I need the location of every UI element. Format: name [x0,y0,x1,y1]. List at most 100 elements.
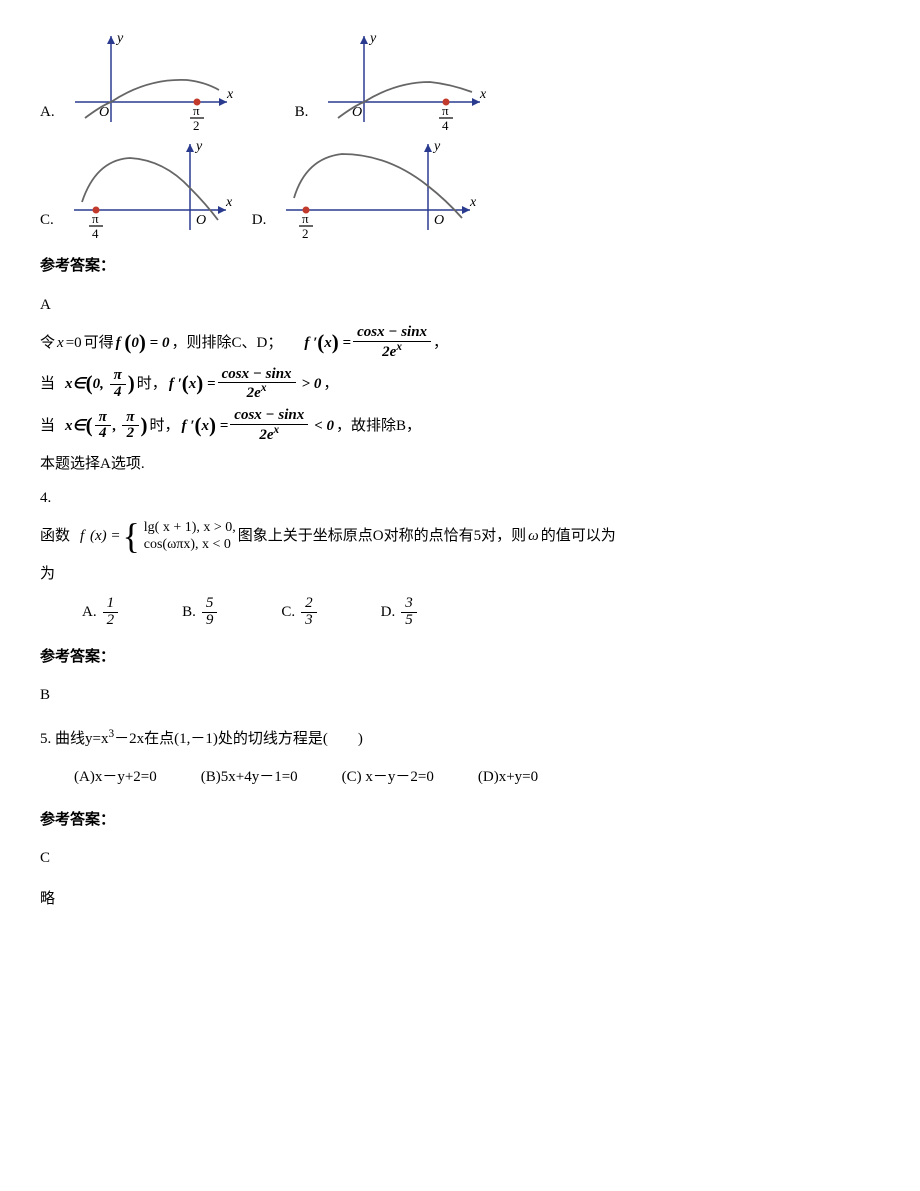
q4-tail2: 为 [40,560,880,589]
svg-text:y: y [194,139,203,154]
num: 1 [103,596,119,612]
svg-text:π: π [92,211,99,226]
fx: f [80,522,88,551]
interval: x∈( [65,412,93,441]
q4-num: 4. [40,484,880,513]
q3-options-row-1: A. y x O π 2 B. y x O π 4 [40,30,880,130]
q3-answer: A [40,291,880,320]
q5-option-D: (D)x+y=0 [478,763,538,792]
label: B. [182,598,196,627]
svg-text:y: y [115,31,124,46]
gt0: > 0 [302,370,322,399]
q3-plot-B: y x O π 4 [322,30,492,130]
fx2: (x) = [90,522,121,551]
q5-option-C: (C) x－y－2=0 [342,763,434,792]
q3-plot-C: y x O π 4 [68,138,238,238]
q5-lue: 略 [40,885,880,914]
comma-math: , [113,412,121,441]
text: 函数 [40,522,70,551]
text: ，故排除B， [336,412,421,441]
num: 5 [202,596,218,612]
frac: π4 [95,410,111,443]
label: A. [82,598,97,627]
text: 当 [40,412,55,441]
q4-option-D: D. 35 [381,596,417,629]
omega: ω [528,522,539,551]
svg-text:2: 2 [193,118,200,130]
frac: π2 [122,410,138,443]
q3-sol-line-3: 当 x∈( π4 , π2 ) 时， f ′(x) = cosx − sinx … [40,408,880,444]
frac: π4 [110,368,126,401]
q3-option-D-label: D. [252,206,267,239]
brace: { [122,521,139,551]
q5-options: (A)x－y+2=0 (B)5x+4y－1=0 (C) x－y－2=0 (D)x… [74,763,880,792]
num: 2 [301,596,317,612]
svg-text:4: 4 [92,226,99,238]
label: C. [281,598,295,627]
num: 3 [401,596,417,612]
den: 5 [401,612,417,629]
q3-option-A-label: A. [40,98,55,131]
q3-plot-A: y x O π 2 [69,30,239,130]
q3-option-B-label: B. [295,98,309,131]
q4-stem: 函数 f (x) = { lg( x + 1), x > 0, cos(ωπx)… [40,519,880,554]
q5-answer: C [40,844,880,873]
q4-answer-heading: 参考答案： [40,643,880,672]
q4-options: A. 12 B. 59 C. 23 D. 35 [82,596,880,629]
q5-option-A: (A)x－y+2=0 [74,763,157,792]
fprime: f ′(x) = [169,370,216,399]
svg-text:O: O [196,213,206,228]
text: ，则排除C、D； [171,329,282,358]
text: 可得 [84,329,114,358]
frac: cosx − sinx 2ex [230,408,308,444]
den: 9 [202,612,218,629]
svg-text:O: O [434,213,444,228]
svg-text:2: 2 [302,226,309,238]
svg-text:x: x [226,87,234,102]
q3-sol-line-2: 当 x∈(0, π4 ) 时， f ′(x) = cosx − sinx 2ex… [40,367,880,403]
math: x [57,329,64,358]
den: 3 [301,612,317,629]
q3-options-row-2: C. y x O π 4 D. y x O π 2 [40,138,880,238]
svg-text:π: π [442,103,449,118]
q4-answer: B [40,681,880,710]
q3-plot-D: y x O π 2 [280,138,480,238]
comma: ， [433,329,448,358]
interval-close: ) [128,370,135,399]
q3-sol-final: 本题选择A选项. [40,450,880,479]
text: 时， [137,370,167,399]
q5-stem: 5. 曲线y=x3－2x在点(1,－1)处的切线方程是( ) [40,724,880,754]
f0: f (0) = 0 [116,329,170,358]
math: =0 [66,329,82,358]
svg-text:x: x [225,195,233,210]
text: 的值可以为 [541,522,616,551]
svg-text:x: x [469,195,477,210]
q5-option-B: (B)5x+4y－1=0 [201,763,298,792]
q3-option-C-label: C. [40,206,54,239]
case1: lg( x + 1), x > 0, [144,519,236,537]
q4-option-B: B. 59 [182,596,217,629]
q3-answer-heading: 参考答案： [40,252,880,281]
q3-sol-line-1: 令 x=0 可得 f (0) = 0 ，则排除C、D； f ′(x) = cos… [40,325,880,361]
svg-text:y: y [368,31,377,46]
frac: cosx − sinx 2ex [353,325,431,361]
text: 当 [40,370,55,399]
fprime: f ′(x) = [304,329,351,358]
label: D. [381,598,396,627]
text: 令 [40,329,55,358]
frac: cosx − sinx 2ex [218,367,296,403]
lt0: < 0 [314,412,334,441]
svg-text:y: y [432,139,441,154]
svg-text:π: π [302,211,309,226]
interval-close: ) [141,412,148,441]
interval: x∈(0, [65,370,108,399]
den: 2 [103,612,119,629]
cases: lg( x + 1), x > 0, cos(ωπx), x < 0 [144,519,236,554]
text: 图象上关于坐标原点O对称的点恰有5对，则 [238,522,526,551]
q4-option-C: C. 23 [281,596,316,629]
q5-answer-heading: 参考答案： [40,806,880,835]
case2: cos(ωπx), x < 0 [144,536,236,554]
fprime: f ′(x) = [182,412,229,441]
svg-text:π: π [193,103,200,118]
comma: ， [323,370,338,399]
